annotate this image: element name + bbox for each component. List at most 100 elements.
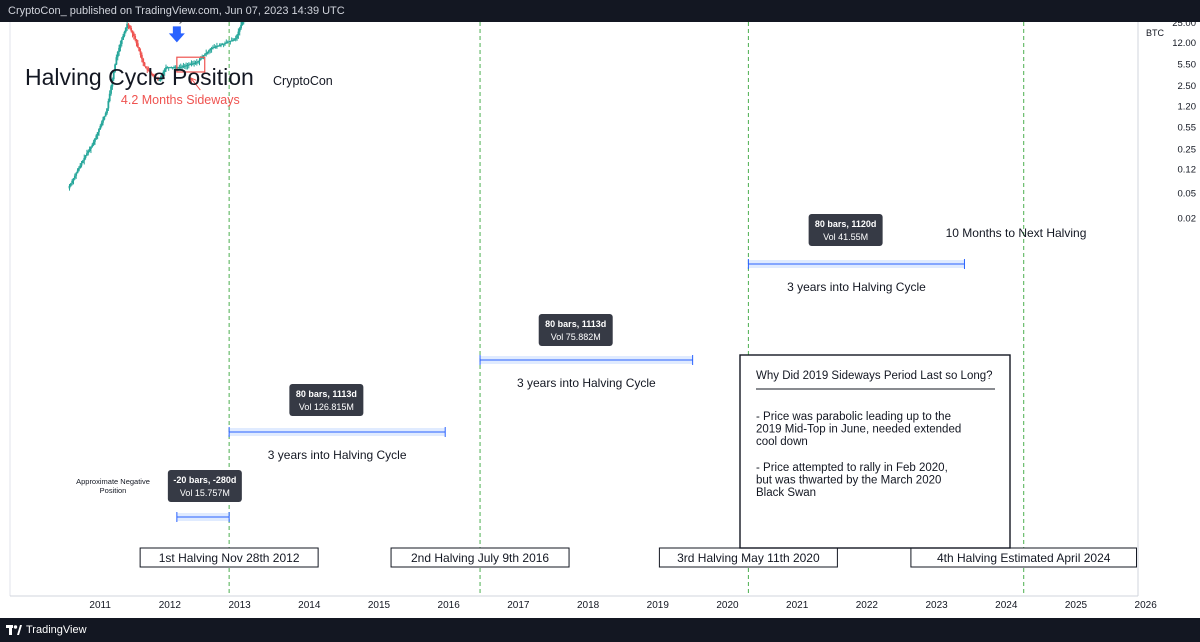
info-box-line: - Price attempted to rally in Feb 2020, <box>756 462 948 474</box>
candle-body <box>240 24 242 29</box>
measure-bars: 80 bars, 1113d <box>296 389 357 399</box>
candle-body <box>186 64 189 66</box>
candle-body <box>187 64 190 66</box>
candle-body <box>147 69 150 71</box>
x-tick-label: 2025 <box>1065 600 1088 611</box>
publish-info: CryptoCon_ published on TradingView.com,… <box>8 5 345 17</box>
x-tick-label: 2016 <box>438 600 461 611</box>
candle-body <box>230 40 233 42</box>
candle-body <box>199 58 202 60</box>
candle-body <box>179 66 182 68</box>
candle-body <box>154 76 157 78</box>
candle-body <box>178 67 181 69</box>
candle-body <box>234 38 237 40</box>
candle-body <box>71 180 74 184</box>
candle-body <box>217 45 220 47</box>
candle-body <box>228 41 230 43</box>
candle-body <box>115 57 118 65</box>
candle-body <box>134 36 137 40</box>
candle-body <box>132 33 135 37</box>
measure-caption: 3 years into Halving Cycle <box>517 376 656 390</box>
candle-body <box>198 59 201 62</box>
candle-body <box>158 80 161 82</box>
candle-body <box>75 173 78 176</box>
candle-body <box>167 67 170 69</box>
y-tick-label: 0.55 <box>1178 123 1197 134</box>
candle-body <box>166 67 169 69</box>
candle-body <box>169 67 171 69</box>
measure-vol: Vol 75.882M <box>551 332 601 342</box>
candle-body <box>104 113 107 117</box>
candle-body <box>88 148 91 152</box>
candle-body <box>189 64 192 66</box>
candle-body <box>81 160 84 164</box>
candle-body <box>100 122 103 126</box>
y-tick-label: 0.05 <box>1178 188 1197 199</box>
candle-body <box>80 163 83 166</box>
measure-caption: 3 years into Halving Cycle <box>787 280 926 294</box>
candle-body <box>226 42 229 44</box>
candle-body <box>122 35 125 40</box>
halving-label: 4th Halving Estimated April 2024 <box>937 551 1111 565</box>
candle-body <box>69 183 72 186</box>
y-tick-label: 0.02 <box>1178 213 1197 224</box>
y-tick-label: 12.00 <box>1172 38 1196 49</box>
candle-body <box>76 170 79 174</box>
candle-body <box>170 67 173 69</box>
candle-body <box>128 25 131 28</box>
x-tick-label: 2014 <box>298 600 321 611</box>
candle-body <box>229 41 232 43</box>
candle-body <box>106 108 108 114</box>
candle-body <box>221 44 224 46</box>
info-box-line: cool down <box>756 436 808 448</box>
x-tick-label: 2012 <box>159 600 182 611</box>
x-tick-label: 2023 <box>925 600 948 611</box>
candle-body <box>92 141 95 145</box>
candle-body <box>83 157 86 161</box>
x-tick-label: 2022 <box>856 600 879 611</box>
info-box-line: 2019 Mid-Top in June, needed extended <box>756 424 961 436</box>
y-tick-label: 1.20 <box>1178 101 1197 112</box>
candle-body <box>144 66 147 69</box>
candle-body <box>191 63 194 65</box>
sideways-pointer <box>190 77 201 91</box>
candle-body <box>96 132 99 136</box>
x-tick-label: 2018 <box>577 600 600 611</box>
candle-body <box>207 50 210 52</box>
x-tick-label: 2017 <box>507 600 530 611</box>
price-chart[interactable]: 80 bars, 1113d Vol 126.815M 80 bars, 1113d… <box>0 22 1200 618</box>
candle-body <box>131 30 134 34</box>
candle-body <box>177 67 179 69</box>
info-box-line: Black Swan <box>756 487 816 499</box>
candle-body <box>151 73 154 76</box>
candle-body <box>108 93 111 102</box>
candle-body <box>130 27 133 31</box>
candle-body <box>126 23 129 28</box>
candle-body <box>159 77 162 81</box>
info-box-title: Why Did 2019 Sideways Period Last so Lon… <box>756 370 993 382</box>
candle-body <box>114 64 116 72</box>
candle-body <box>149 70 151 73</box>
measure-bars: -20 bars, -280d <box>173 475 236 485</box>
candle-body <box>220 44 222 46</box>
halving-label-box <box>910 547 1138 568</box>
candle-body <box>162 72 165 75</box>
candle-body <box>119 43 122 48</box>
candle-body <box>116 51 119 58</box>
cycle-marker-date: February 2012 <box>148 22 207 23</box>
neg-position-label: Position <box>100 486 127 495</box>
candle-body <box>232 39 234 41</box>
x-tick-label: 2026 <box>1135 600 1158 611</box>
y-tick-label: 2.50 <box>1178 81 1197 92</box>
next-halving-text: 10 Months to Next Halving <box>946 226 1087 240</box>
candle-body <box>99 125 102 130</box>
chart-title: Halving Cycle Position <box>25 64 254 90</box>
y-tick-label: 5.50 <box>1178 60 1197 71</box>
candle-body <box>120 39 123 44</box>
candle-body <box>183 65 186 67</box>
candle-body <box>203 54 206 56</box>
candle-body <box>236 34 238 39</box>
candle-body <box>214 46 217 48</box>
y-tick-label: 25.00 <box>1172 22 1196 29</box>
chart-subtitle: CryptoCon <box>273 74 333 88</box>
